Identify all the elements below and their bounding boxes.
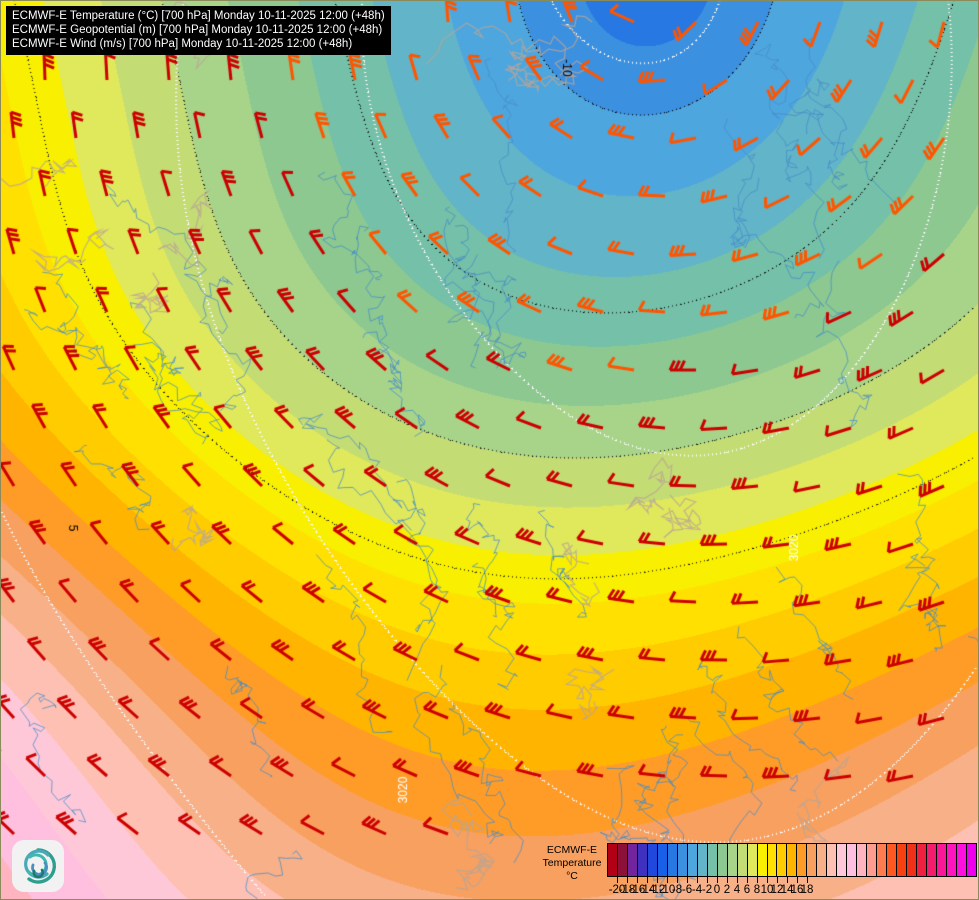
colorbar-tick-19 xyxy=(807,877,808,883)
colorbar-swatch-21 xyxy=(817,844,828,876)
colorbar-swatch-34 xyxy=(946,844,957,876)
colorbar-swatch-7 xyxy=(677,844,688,876)
colorbar-tick-18 xyxy=(797,877,798,883)
colorbar-tick-label-19: 18 xyxy=(800,884,814,896)
colorbar-tick-label-3: -14 xyxy=(638,884,656,896)
colorbar-tick-17 xyxy=(787,877,788,883)
colorbar-tick-7 xyxy=(687,877,688,883)
colorbar-swatch-14 xyxy=(747,844,758,876)
colorbar-tick-12 xyxy=(737,877,738,883)
colorbar-swatch-36 xyxy=(966,844,976,876)
colorbar-tick-9 xyxy=(707,877,708,883)
colorbar-tick-label-15: 10 xyxy=(760,884,774,896)
colorbar-tick-0 xyxy=(617,877,618,883)
spiral-icon xyxy=(24,848,57,884)
colorbar-swatch-15 xyxy=(757,844,768,876)
colorbar-ticks xyxy=(607,877,977,883)
colorbar-tick-label-8: -4 xyxy=(691,884,703,896)
colorbar-swatch-18 xyxy=(787,844,798,876)
colorbar-tick-15 xyxy=(767,877,768,883)
colorbar-tick-label-16: 12 xyxy=(770,884,784,896)
colorbar-tick-label-6: -8 xyxy=(671,884,683,896)
colorbar-swatch-23 xyxy=(837,844,848,876)
colorbar-swatch-24 xyxy=(847,844,858,876)
colorbar-tick-label-12: 4 xyxy=(733,884,741,896)
colorbar-tick-label-14: 8 xyxy=(753,884,761,896)
colorbar-wrapper: -20 -18 -16 -14 -12 -10 -8 -6 -4 -2 0 2 4 6 8 10 12 14 16 1… xyxy=(607,843,977,898)
colorbar-swatch-20 xyxy=(807,844,818,876)
legend-model-label: ECMWF-E xyxy=(546,844,598,856)
colorbar-tick-4 xyxy=(657,877,658,883)
colorbar-swatch-3 xyxy=(637,844,648,876)
colorbar-tick-labels: -20 -18 -16 -14 -12 -10 -8 -6 -4 -2 0 2 4 6 8 10 12 14 16 1… xyxy=(607,883,977,898)
colorbar-tick-13 xyxy=(747,877,748,883)
colorbar-tick-label-0: -20 xyxy=(608,884,626,896)
colorbar-swatch-27 xyxy=(877,844,888,876)
colorbar-swatch-4 xyxy=(647,844,658,876)
colorbar-swatch-35 xyxy=(956,844,967,876)
colorbar-swatch-17 xyxy=(777,844,788,876)
colorbar-swatch-2 xyxy=(627,844,638,876)
colorbar-swatch-28 xyxy=(887,844,898,876)
colorbar-swatch-9 xyxy=(697,844,708,876)
colorbar-swatch-29 xyxy=(897,844,908,876)
colorbar-swatch-11 xyxy=(717,844,728,876)
colorbar-swatch-26 xyxy=(867,844,878,876)
colorbar-tick-label-10: 0 xyxy=(713,884,721,896)
title-line-geopotential: ECMWF-E Geopotential (m) [700 hPa] Monda… xyxy=(12,24,383,36)
colorbar-swatch-33 xyxy=(936,844,947,876)
cyclone-spiral-logo[interactable] xyxy=(12,840,64,892)
colorbar-tick-1 xyxy=(627,877,628,883)
colorbar-tick-14 xyxy=(756,877,758,883)
colorbar-tick-6 xyxy=(677,877,678,883)
colorbar-tick-label-7: -6 xyxy=(681,884,693,896)
colorbar-swatch-16 xyxy=(767,844,778,876)
colorbar-tick-label-13: 6 xyxy=(743,884,751,896)
colorbar-swatch-10 xyxy=(707,844,718,876)
title-line-wind: ECMWF-E Wind (m/s) [700 hPa] Monday 10-1… xyxy=(12,38,353,50)
colorbar-swatch-30 xyxy=(907,844,918,876)
colorbar-tick-16 xyxy=(777,877,778,883)
title-line-temperature: ECMWF-E Temperature (°C) [700 hPa] Monda… xyxy=(12,10,385,22)
colorbar-tick-11 xyxy=(727,877,728,883)
colorbar-tick-label-2: -16 xyxy=(628,884,646,896)
colorbar-swatch-31 xyxy=(917,844,927,876)
colorbar-tick-label-4: -12 xyxy=(648,884,666,896)
legend-variable-label: Temperature xyxy=(542,857,602,869)
legend-unit-label: °C xyxy=(566,870,578,882)
colorbar-tick-label-18: 16 xyxy=(790,884,804,896)
colorbar-swatch-0 xyxy=(608,844,618,876)
colorbar-swatch-6 xyxy=(667,844,678,876)
colorbar-tick-label-11: 2 xyxy=(723,884,731,896)
temperature-colorbar-legend: ECMWF-E Temperature °C -20 -18 -16 -14 -12 -1… xyxy=(537,843,977,898)
colorbar-swatch-22 xyxy=(827,844,838,876)
map-title-box: ECMWF-E Temperature (°C) [700 hPa] Monda… xyxy=(6,6,391,55)
colorbar-tick-2 xyxy=(637,877,638,883)
legend-caption: ECMWF-E Temperature °C xyxy=(537,843,607,883)
colorbar-tick-label-9: -2 xyxy=(701,884,713,896)
colorbar-tick-label-1: -18 xyxy=(618,884,636,896)
colorbar-tick-label-17: 14 xyxy=(780,884,794,896)
colorbar-swatch-8 xyxy=(687,844,698,876)
colorbar-swatch-12 xyxy=(727,844,738,876)
colorbar-swatches[interactable] xyxy=(607,843,977,877)
colorbar-tick-8 xyxy=(697,877,698,883)
colorbar-swatch-25 xyxy=(857,844,868,876)
colorbar-swatch-13 xyxy=(737,844,748,876)
colorbar-tick-5 xyxy=(667,877,668,883)
colorbar-swatch-1 xyxy=(617,844,628,876)
colorbar-tick-10 xyxy=(717,877,718,883)
colorbar-tick-label-5: -10 xyxy=(658,884,676,896)
colorbar-swatch-5 xyxy=(657,844,668,876)
colorbar-tick-3 xyxy=(647,877,648,883)
colorbar-swatch-32 xyxy=(927,844,937,876)
colorbar-swatch-19 xyxy=(797,844,808,876)
